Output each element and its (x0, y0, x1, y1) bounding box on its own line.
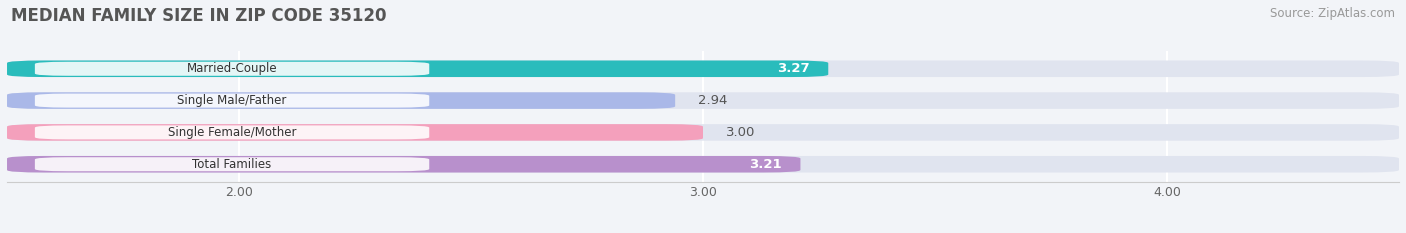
FancyBboxPatch shape (35, 157, 429, 171)
Text: 3.27: 3.27 (778, 62, 810, 75)
Text: 2.94: 2.94 (699, 94, 728, 107)
FancyBboxPatch shape (7, 61, 1399, 77)
FancyBboxPatch shape (7, 156, 800, 172)
FancyBboxPatch shape (35, 94, 429, 108)
Text: Single Female/Mother: Single Female/Mother (167, 126, 297, 139)
FancyBboxPatch shape (7, 92, 1399, 109)
Text: Married-Couple: Married-Couple (187, 62, 277, 75)
FancyBboxPatch shape (7, 61, 828, 77)
FancyBboxPatch shape (35, 125, 429, 139)
Text: Source: ZipAtlas.com: Source: ZipAtlas.com (1270, 7, 1395, 20)
Text: 3.21: 3.21 (749, 158, 782, 171)
FancyBboxPatch shape (7, 124, 1399, 141)
FancyBboxPatch shape (7, 92, 675, 109)
Text: 3.00: 3.00 (725, 126, 755, 139)
FancyBboxPatch shape (35, 62, 429, 76)
FancyBboxPatch shape (7, 156, 1399, 172)
FancyBboxPatch shape (7, 124, 703, 141)
Text: Total Families: Total Families (193, 158, 271, 171)
Text: Single Male/Father: Single Male/Father (177, 94, 287, 107)
Text: MEDIAN FAMILY SIZE IN ZIP CODE 35120: MEDIAN FAMILY SIZE IN ZIP CODE 35120 (11, 7, 387, 25)
